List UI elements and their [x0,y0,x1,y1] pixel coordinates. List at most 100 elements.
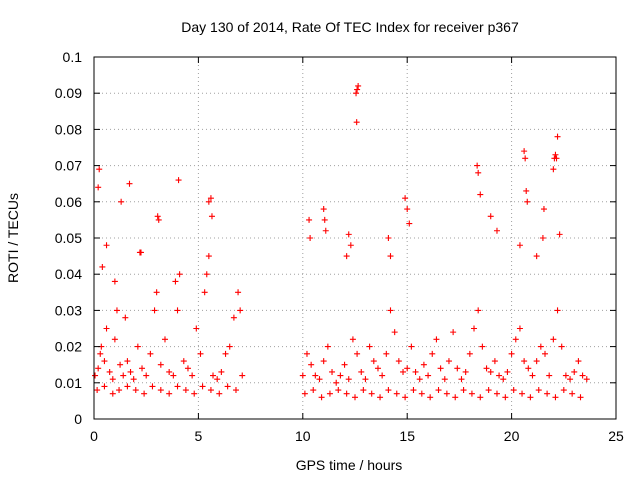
data-point [554,133,561,140]
data-point [516,325,523,332]
data-point [577,394,584,401]
data-point [370,358,377,365]
data-point [402,195,409,202]
data-point [485,387,492,394]
data-point [321,216,328,223]
data-point [387,307,394,314]
data-point [500,376,507,383]
data-point [546,372,553,379]
data-point [437,365,444,372]
data-point [149,383,156,390]
data-point [170,372,177,379]
data-point [137,249,144,256]
y-tick-label: 0.08 [55,121,82,137]
data-point [353,119,360,126]
grid-lines [94,57,616,419]
data-point [349,336,356,343]
data-point [99,263,106,270]
data-point [139,365,146,372]
data-point [175,177,182,184]
data-point [508,350,515,357]
data-point [193,325,200,332]
data-point [343,390,350,397]
data-point [540,206,547,213]
y-tick-label: 0.05 [55,230,82,246]
data-point [111,336,118,343]
data-point [174,307,181,314]
data-point [153,289,160,296]
data-point [393,390,400,397]
data-point [516,242,523,249]
x-tick-label: 5 [195,428,203,444]
data-point [345,376,352,383]
data-point [462,368,469,375]
data-point [224,383,231,390]
data-point [355,82,362,89]
data-point [134,343,141,350]
data-point [122,314,129,321]
data-point [575,358,582,365]
data-point [326,390,333,397]
data-point [368,390,375,397]
data-point [504,368,511,375]
data-point [362,376,369,383]
data-point [502,394,509,401]
data-point [550,336,557,343]
data-point [429,350,436,357]
data-point [216,390,223,397]
data-point [395,358,402,365]
data-point [539,235,546,241]
y-tick-label: 0.07 [55,158,82,174]
data-point [458,376,465,383]
data-point [155,216,162,223]
data-point [310,387,317,394]
data-point [333,379,340,386]
data-point [151,307,158,314]
data-point [303,350,310,357]
data-point [391,329,398,336]
data-point [207,195,214,202]
data-point [521,148,528,155]
data-point [454,365,461,372]
data-point [519,390,526,397]
data-point [337,372,344,379]
data-point [460,387,467,394]
data-point [172,278,179,285]
data-point [562,372,569,379]
data-point [184,365,191,372]
data-point [103,242,110,249]
data-point [199,383,206,390]
data-point [345,231,352,238]
data-point [466,350,473,357]
data-point [208,213,215,220]
data-point [207,387,214,394]
data-point [353,90,360,97]
data-point [479,343,486,350]
data-point [299,372,306,379]
data-point [235,289,242,296]
data-point [101,358,108,365]
data-point [237,307,244,314]
data-point [385,387,392,394]
data-point [316,376,323,383]
data-point [387,253,394,260]
y-axis-label: ROTI / TECUs [5,193,21,283]
x-tick-label: 0 [90,428,98,444]
data-point [533,358,540,365]
data-point [222,350,229,357]
data-point [157,361,164,368]
data-point [400,368,407,375]
data-point [141,390,148,397]
data-point [443,390,450,397]
data-point [201,289,208,296]
data-point [358,368,365,375]
data-point [560,387,567,394]
data-point [306,216,313,223]
data-point [301,390,308,397]
data-point [97,350,104,357]
data-point [232,387,239,394]
data-point [406,220,413,227]
data-point [182,387,189,394]
data-point [174,383,181,390]
